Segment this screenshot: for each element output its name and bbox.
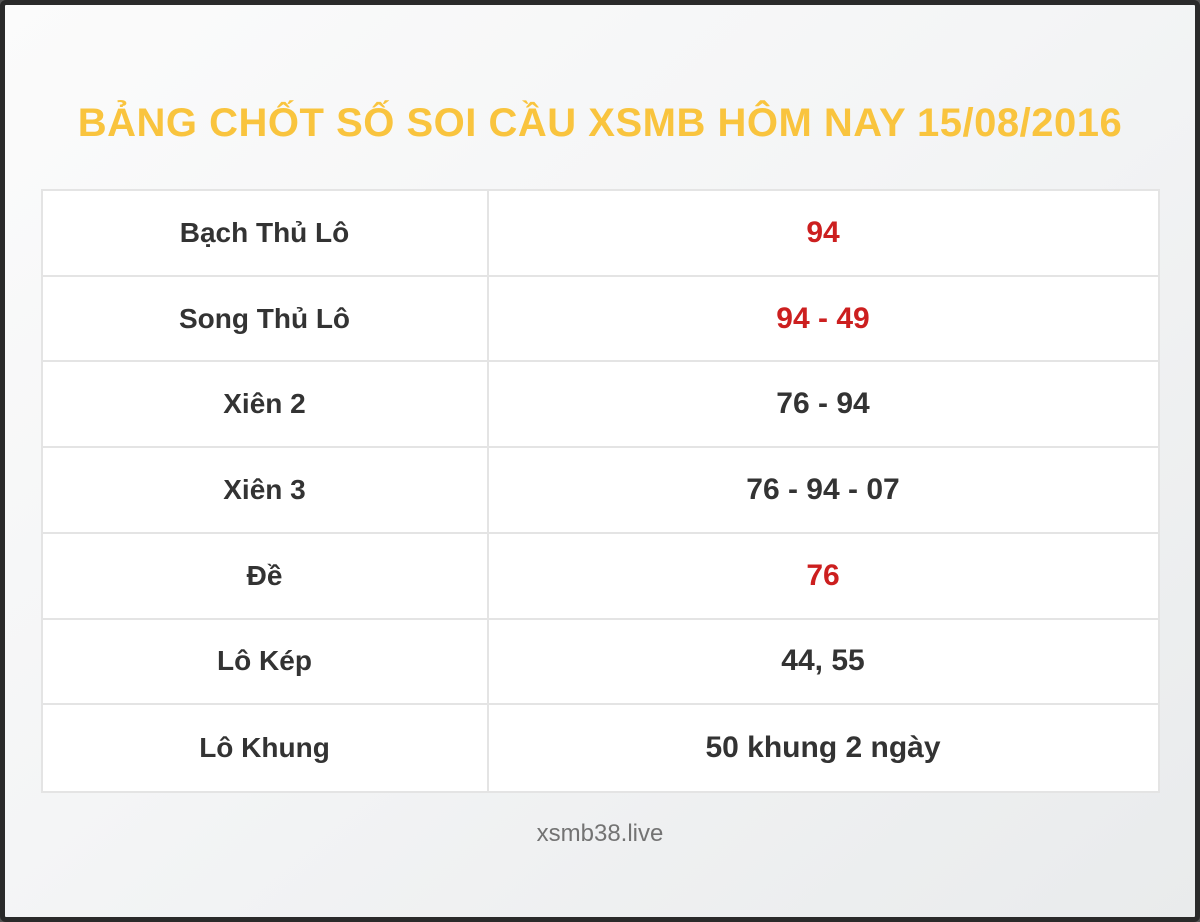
table-row: Xiên 3 76 - 94 - 07 — [42, 448, 1158, 534]
table-row: Lô Khung 50 khung 2 ngày — [42, 705, 1158, 791]
row-value: 76 - 94 — [488, 362, 1158, 447]
row-label: Song Thủ Lô — [42, 276, 489, 361]
row-value: 50 khung 2 ngày — [488, 705, 1158, 791]
row-value: 76 — [488, 533, 1158, 618]
row-label: Đề — [42, 533, 489, 618]
row-value: 94 — [488, 191, 1158, 275]
table-row: Đề 76 — [42, 533, 1158, 620]
table-row: Bạch Thủ Lô 94 — [42, 191, 1158, 277]
table-row: Xiên 2 76 - 94 — [42, 362, 1158, 449]
row-label: Bạch Thủ Lô — [42, 191, 489, 275]
row-label: Lô Kép — [42, 619, 489, 704]
footer-site-name: xsmb38.live — [536, 820, 664, 847]
page-title: BẢNG CHỐT SỐ SOI CẦU XSMB HÔM NAY 15/08/… — [77, 101, 1123, 145]
row-value: 76 - 94 - 07 — [488, 448, 1158, 532]
row-label: Xiên 2 — [42, 362, 489, 447]
row-value: 44, 55 — [488, 619, 1158, 704]
row-label: Lô Khung — [42, 705, 489, 791]
row-value: 94 - 49 — [488, 276, 1158, 361]
table-row: Song Thủ Lô 94 - 49 — [42, 276, 1158, 363]
table-row: Lô Kép 44, 55 — [42, 619, 1158, 706]
row-label: Xiên 3 — [42, 448, 489, 532]
prediction-table: Bạch Thủ Lô 94 Song Thủ Lô 94 - 49 Xiên … — [40, 189, 1160, 793]
